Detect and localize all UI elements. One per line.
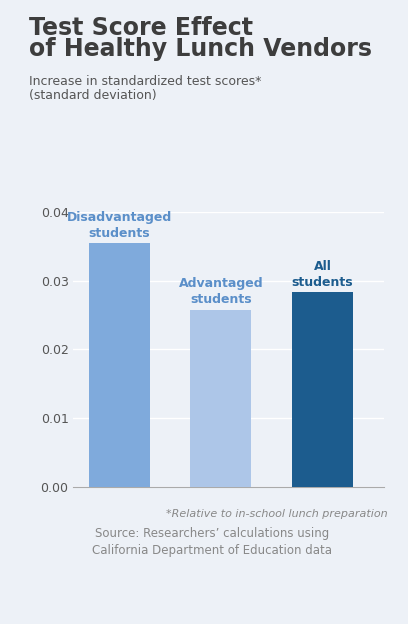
- Text: All
students: All students: [292, 260, 353, 289]
- Text: of Healthy Lunch Vendors: of Healthy Lunch Vendors: [29, 37, 372, 61]
- Text: (standard deviation): (standard deviation): [29, 89, 156, 102]
- Bar: [191, 310, 251, 487]
- Bar: [292, 293, 353, 487]
- Text: California Department of Education data: California Department of Education data: [92, 544, 332, 557]
- Bar: [89, 243, 150, 487]
- Text: Test Score Effect: Test Score Effect: [29, 16, 253, 39]
- Text: Disadvantaged
students: Disadvantaged students: [67, 211, 172, 240]
- Text: Source: Researchers’ calculations using: Source: Researchers’ calculations using: [95, 527, 329, 540]
- Text: Increase in standardized test scores*: Increase in standardized test scores*: [29, 75, 261, 88]
- Text: Advantaged
students: Advantaged students: [179, 277, 263, 306]
- Text: *Relative to in-school lunch preparation: *Relative to in-school lunch preparation: [166, 509, 388, 519]
